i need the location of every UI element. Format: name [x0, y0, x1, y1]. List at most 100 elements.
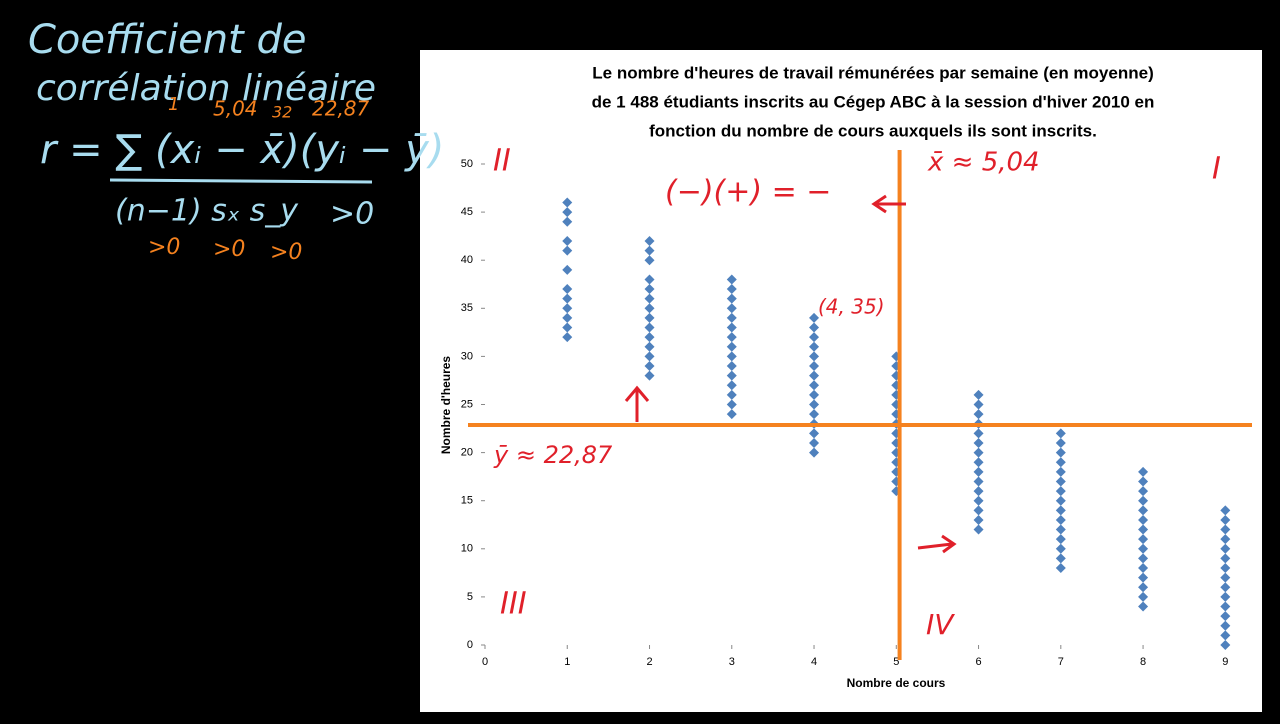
data-point — [644, 361, 655, 372]
data-point — [1220, 582, 1231, 593]
fraction-bar — [109, 178, 373, 184]
quadrant-label: III — [500, 587, 527, 622]
data-point — [1220, 543, 1231, 554]
data-point — [973, 505, 984, 516]
x-tick-label: 8 — [1140, 656, 1146, 668]
data-point — [1220, 640, 1231, 650]
y-tick-label: 30 — [461, 350, 473, 362]
quadrant-label: I — [1212, 152, 1221, 187]
data-point — [1220, 611, 1231, 622]
y-tick-label: 45 — [461, 206, 473, 218]
data-point — [1138, 505, 1149, 516]
x-tick-label: 7 — [1058, 656, 1064, 668]
handwritten-notes: Coefficient de corrélation linéaire r = … — [28, 17, 1221, 641]
data-point — [1055, 563, 1066, 574]
formula-denominator: (n−1) sₓ s_y — [115, 194, 299, 229]
data-point — [726, 322, 737, 333]
data-point — [644, 322, 655, 333]
chart-title: de 1 488 étudiants inscrits au Cégep ABC… — [592, 92, 1155, 111]
data-point — [973, 457, 984, 468]
data-point — [1055, 514, 1066, 525]
chart-title: fonction du nombre de cours auxquels ils… — [649, 121, 1097, 140]
data-point — [1220, 524, 1231, 535]
data-point — [973, 486, 984, 497]
data-point — [973, 495, 984, 506]
data-point — [1138, 582, 1149, 593]
y-tick-label: 0 — [467, 639, 473, 651]
data-point — [1138, 591, 1149, 602]
data-point — [973, 389, 984, 400]
data-point — [644, 370, 655, 381]
data-point — [562, 293, 573, 304]
chart-panel — [420, 50, 1262, 712]
data-point — [809, 428, 820, 439]
data-point — [1055, 553, 1066, 564]
y-tick-label: 40 — [461, 254, 473, 266]
data-point — [1055, 495, 1066, 506]
sign-note: >0 — [330, 197, 374, 232]
data-point — [726, 380, 737, 391]
data-point — [644, 303, 655, 314]
data-point — [562, 216, 573, 227]
y-tick-label: 35 — [461, 302, 473, 314]
data-point — [562, 197, 573, 208]
data-point — [809, 351, 820, 362]
data-point — [1138, 543, 1149, 554]
data-point — [1220, 534, 1231, 545]
sign-rule: (−)(+) = − — [665, 175, 831, 210]
data-point — [1055, 428, 1066, 439]
data-point — [1055, 447, 1066, 458]
data-point — [1138, 514, 1149, 525]
data-point — [809, 341, 820, 352]
data-point — [1138, 601, 1149, 612]
data-point — [644, 284, 655, 295]
data-point — [973, 409, 984, 420]
x-mean-label: x̄ ≈ 5,04 — [927, 148, 1040, 178]
data-point — [644, 235, 655, 246]
data-point — [1220, 514, 1231, 525]
x-tick-label: 2 — [646, 656, 652, 668]
data-point — [644, 274, 655, 285]
data-point — [562, 284, 573, 295]
data-point — [973, 399, 984, 410]
data-point — [562, 312, 573, 323]
quadrant-label: II — [493, 144, 511, 179]
data-point — [1138, 495, 1149, 506]
data-point — [1138, 524, 1149, 535]
data-point — [1138, 476, 1149, 487]
data-point — [726, 389, 737, 400]
data-point — [973, 514, 984, 525]
below-label: >0 — [270, 240, 302, 265]
data-point — [1055, 543, 1066, 554]
data-point — [973, 466, 984, 477]
x-tick-label: 1 — [564, 656, 570, 668]
data-point — [1055, 466, 1066, 477]
data-point — [1055, 437, 1066, 448]
data-point — [973, 428, 984, 439]
data-point — [726, 274, 737, 285]
data-point — [1220, 591, 1231, 602]
data-point — [562, 322, 573, 333]
data-point — [726, 332, 737, 343]
data-point — [973, 476, 984, 487]
data-point — [1138, 572, 1149, 583]
note-heading: Coefficient de — [28, 17, 306, 63]
data-point — [809, 380, 820, 391]
x-tick-label: 6 — [975, 656, 981, 668]
data-point — [644, 245, 655, 256]
chart-title: Le nombre d'heures de travail rémunérées… — [592, 63, 1153, 82]
data-point — [644, 255, 655, 266]
data-point — [1220, 553, 1231, 564]
above-label: 1 — [168, 94, 179, 115]
data-point — [809, 409, 820, 420]
x-tick-label: 4 — [811, 656, 817, 668]
y-tick-label: 5 — [467, 591, 473, 603]
data-point — [726, 351, 737, 362]
note-heading: corrélation linéaire — [36, 68, 376, 109]
data-point — [644, 351, 655, 362]
data-point — [726, 312, 737, 323]
data-point — [726, 284, 737, 295]
